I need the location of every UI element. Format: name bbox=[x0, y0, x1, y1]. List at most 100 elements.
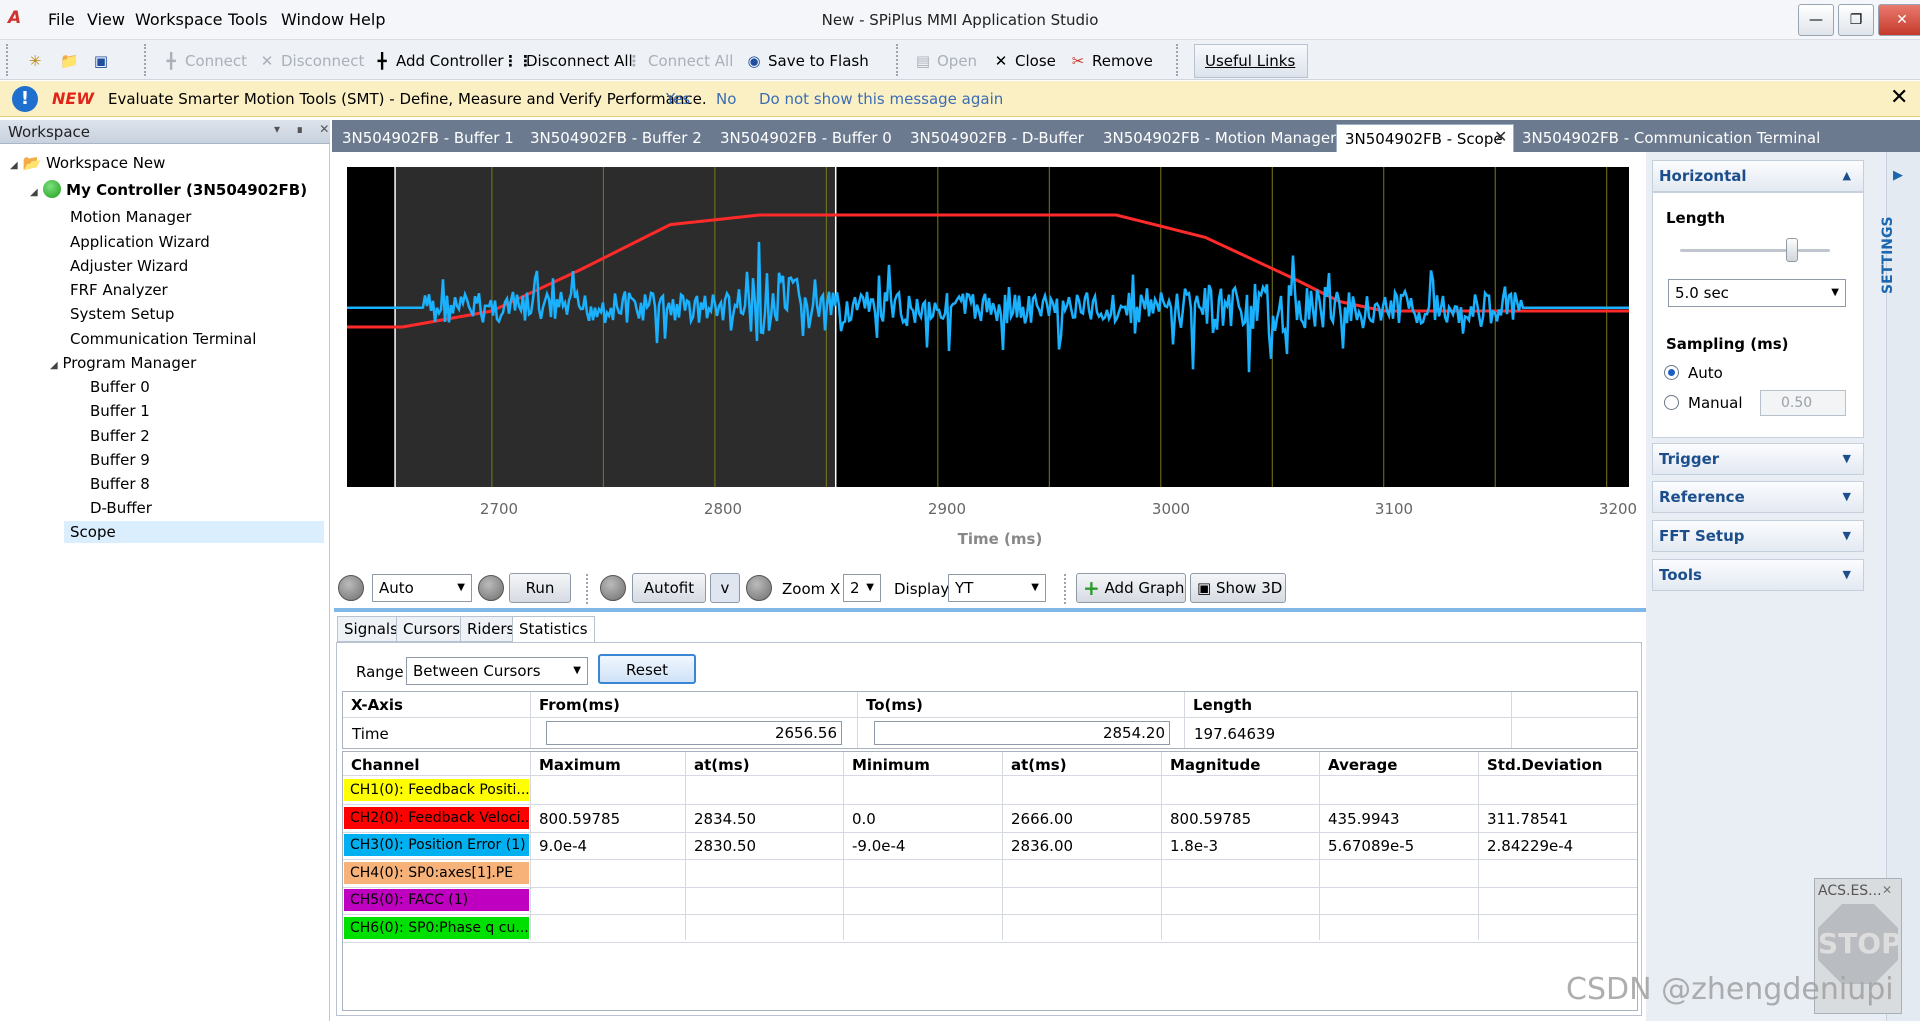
close-window-button[interactable]: ✕ bbox=[1878, 4, 1920, 36]
range-select[interactable]: Between Cursors ▼ bbox=[406, 657, 588, 685]
tab-buffer-2[interactable]: 3N504902FB - Buffer 2 bbox=[530, 129, 702, 147]
settings-side-tab[interactable] bbox=[1886, 152, 1920, 1021]
tree-item-motion-manager[interactable]: Motion Manager bbox=[70, 208, 192, 226]
useful-links-button[interactable]: Useful Links bbox=[1194, 44, 1308, 78]
stop-widget-close-icon[interactable]: ✕ bbox=[1882, 883, 1893, 897]
length-slider-track[interactable] bbox=[1680, 249, 1830, 252]
length-slider-handle[interactable] bbox=[1786, 238, 1798, 262]
restore-button[interactable]: ❐ bbox=[1838, 4, 1874, 36]
tab-statistics[interactable]: Statistics bbox=[512, 616, 595, 642]
show-3d-button[interactable]: ▣ Show 3D bbox=[1190, 573, 1286, 603]
to-input[interactable]: 2854.20 bbox=[874, 721, 1170, 745]
channel-label[interactable]: CH2(0): Feedback Veloci... bbox=[344, 806, 529, 829]
zoom-x-select[interactable]: 2 ▼ bbox=[843, 574, 881, 602]
tree-item-buffer-2[interactable]: Buffer 2 bbox=[90, 427, 150, 445]
menu-tools[interactable]: Tools bbox=[228, 10, 268, 29]
tab-riders[interactable]: Riders bbox=[460, 616, 522, 642]
v-button[interactable]: v bbox=[710, 573, 740, 603]
menu-window[interactable]: Window bbox=[281, 10, 345, 29]
connect-button[interactable]: ╋ Connect bbox=[162, 48, 247, 74]
trigger-section-header[interactable]: Trigger ▼ bbox=[1652, 443, 1864, 475]
toolbar-grip-icon[interactable] bbox=[896, 44, 900, 76]
tree-item-communication-terminal[interactable]: Communication Terminal bbox=[70, 330, 257, 348]
toolbar-grip-icon[interactable] bbox=[144, 44, 148, 76]
tools-section-header[interactable]: Tools ▼ bbox=[1652, 559, 1864, 591]
tree-item-buffer-0[interactable]: Buffer 0 bbox=[90, 378, 150, 396]
toolbar-grip-icon[interactable] bbox=[1176, 44, 1180, 76]
collapse-icon[interactable]: ◢ bbox=[50, 360, 58, 371]
tab-motion-manager[interactable]: 3N504902FB - Motion Manager bbox=[1103, 129, 1337, 147]
tab-d-buffer[interactable]: 3N504902FB - D-Buffer bbox=[910, 129, 1084, 147]
channel-label[interactable]: CH6(0): SP0:Phase q cu... bbox=[344, 916, 529, 939]
autofit-button[interactable]: Autofit bbox=[632, 573, 706, 603]
expand-settings-icon[interactable]: ▶ bbox=[1893, 168, 1903, 183]
tree-item-buffer-9[interactable]: Buffer 9 bbox=[90, 451, 150, 469]
channel-label[interactable]: CH3(0): Position Error (1) bbox=[344, 834, 529, 856]
length-select[interactable]: 5.0 sec ▼ bbox=[1668, 279, 1846, 307]
add-graph-button[interactable]: + Add Graph bbox=[1076, 573, 1186, 603]
manual-radio[interactable] bbox=[1664, 395, 1679, 410]
pin-icon[interactable]: ▾ ∎ ✕ bbox=[274, 122, 336, 136]
menu-view[interactable]: View bbox=[87, 10, 125, 29]
connect-all-button[interactable]: ⋮ Connect All bbox=[625, 48, 734, 74]
tree-item-buffer-1[interactable]: Buffer 1 bbox=[90, 402, 150, 420]
fft-setup-section-header[interactable]: FFT Setup ▼ bbox=[1652, 520, 1864, 552]
menu-workspace[interactable]: Workspace bbox=[135, 10, 223, 29]
tree-item-scope[interactable]: Scope bbox=[64, 521, 324, 543]
trigger-mode-select[interactable]: Auto ▼ bbox=[372, 574, 472, 602]
menu-file[interactable]: File bbox=[48, 10, 75, 29]
tree-item-buffer-8[interactable]: Buffer 8 bbox=[90, 475, 150, 493]
tab-cursors[interactable]: Cursors bbox=[396, 616, 468, 642]
tree-item-application-wizard[interactable]: Application Wizard bbox=[70, 233, 210, 251]
from-input[interactable]: 2656.56 bbox=[546, 721, 842, 745]
banner-dont-show-link[interactable]: Do not show this message again bbox=[759, 90, 1004, 108]
tree-root[interactable]: ◢ 📂 Workspace New bbox=[10, 154, 165, 172]
banner-close-icon[interactable]: ✕ bbox=[1890, 85, 1909, 110]
tree-item-frf-analyzer[interactable]: FRF Analyzer bbox=[70, 281, 168, 299]
toolbar-grip-icon[interactable] bbox=[6, 44, 10, 76]
tree-controller[interactable]: ◢ My Controller (3N504902FB) bbox=[30, 180, 307, 199]
banner-no-link[interactable]: No bbox=[716, 90, 737, 108]
tab-signals[interactable]: Signals bbox=[337, 616, 405, 642]
disconnect-button[interactable]: ✕ Disconnect bbox=[258, 48, 365, 74]
menu-help[interactable]: Help bbox=[349, 10, 386, 29]
reference-section-header[interactable]: Reference ▼ bbox=[1652, 481, 1864, 513]
remove-button[interactable]: ✂ Remove bbox=[1069, 48, 1153, 74]
tab-buffer-0[interactable]: 3N504902FB - Buffer 0 bbox=[720, 129, 892, 147]
minimize-button[interactable]: — bbox=[1798, 4, 1834, 36]
collapse-icon[interactable]: ◢ bbox=[30, 187, 38, 198]
manual-sampling-input[interactable]: 0.50 bbox=[1760, 390, 1846, 416]
banner-yes-link[interactable]: Yes bbox=[666, 90, 691, 108]
tree-item-adjuster-wizard[interactable]: Adjuster Wizard bbox=[70, 257, 189, 275]
save-to-flash-button[interactable]: ◉ Save to Flash bbox=[745, 48, 868, 74]
run-button[interactable]: Run bbox=[509, 573, 571, 603]
channel-label[interactable]: CH4(0): SP0:axes[1].PE bbox=[344, 861, 529, 884]
tree-item-program-manager[interactable]: ◢ Program Manager bbox=[50, 354, 196, 372]
open-folder-icon[interactable]: 📁 bbox=[60, 52, 79, 70]
tab-scope[interactable]: 3N504902FB - Scope bbox=[1336, 124, 1514, 152]
tree-item-d-buffer[interactable]: D-Buffer bbox=[90, 499, 152, 517]
display-mode-select[interactable]: YT ▼ bbox=[948, 574, 1046, 602]
auto-radio[interactable] bbox=[1664, 365, 1679, 380]
open-button[interactable]: ▤ Open bbox=[914, 48, 977, 74]
tree-item-system-setup[interactable]: System Setup bbox=[70, 305, 175, 323]
stop-button[interactable]: STOP bbox=[1818, 904, 1898, 984]
new-workspace-icon[interactable]: ✳ bbox=[28, 52, 42, 70]
disconnect-all-button[interactable]: ⋮⋮Disconnect All bbox=[503, 48, 633, 74]
tab-communication-terminal[interactable]: 3N504902FB - Communication Terminal bbox=[1522, 129, 1821, 147]
close-button[interactable]: ✕ Close bbox=[992, 48, 1056, 74]
tab-close-icon[interactable]: ✕ bbox=[1494, 127, 1508, 146]
collapse-icon[interactable]: ◢ bbox=[10, 160, 18, 171]
horizontal-section-header[interactable]: Horizontal ▲ bbox=[1652, 160, 1864, 192]
connected-status-icon bbox=[42, 180, 61, 198]
add-controller-button[interactable]: ╋ Add Controller bbox=[373, 48, 503, 74]
save-icon[interactable]: ▣ bbox=[93, 52, 109, 70]
reset-button[interactable]: Reset bbox=[598, 654, 696, 684]
channel-label[interactable]: CH1(0): Feedback Positi... bbox=[344, 779, 529, 801]
toolbar-grip-icon[interactable] bbox=[586, 574, 590, 604]
scope-plot[interactable] bbox=[347, 167, 1629, 487]
toolbar-grip-icon[interactable] bbox=[1064, 574, 1068, 604]
channel-label[interactable]: CH5(0): FACC (1) bbox=[344, 889, 529, 911]
tab-buffer-1[interactable]: 3N504902FB - Buffer 1 bbox=[342, 129, 514, 147]
splitter[interactable] bbox=[334, 608, 1646, 612]
